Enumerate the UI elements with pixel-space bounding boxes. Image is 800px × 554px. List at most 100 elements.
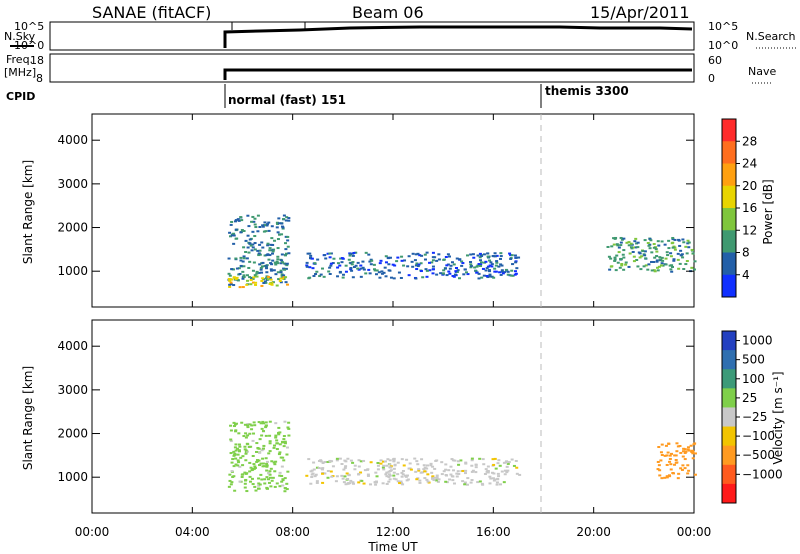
echo-cell	[454, 270, 458, 273]
echo-cell	[253, 485, 257, 488]
echo-cell	[663, 454, 667, 457]
echo-cell	[430, 261, 434, 264]
echo-cell	[493, 478, 497, 481]
echo-cell	[284, 252, 288, 255]
echo-cell	[435, 259, 439, 262]
echo-cell	[359, 460, 363, 463]
echo-cell	[431, 268, 435, 271]
echo-cell	[242, 255, 246, 258]
echo-cell	[264, 434, 268, 437]
echo-cell	[265, 254, 269, 257]
echo-cell	[415, 268, 419, 271]
echo-cell	[305, 261, 309, 264]
echo-cell	[488, 273, 492, 276]
echo-cell	[251, 483, 255, 486]
echo-cell	[264, 264, 268, 267]
echo-cell	[440, 473, 444, 476]
power-echo-layer	[227, 214, 697, 289]
echo-cell	[681, 256, 685, 259]
echo-cell	[691, 452, 695, 455]
colorbar-tick-label: 100	[742, 372, 765, 386]
echo-cell	[606, 245, 610, 248]
echo-cell	[239, 256, 243, 259]
echo-cell	[685, 260, 689, 263]
echo-cell	[656, 468, 660, 471]
echo-cell	[366, 474, 370, 477]
echo-cell	[309, 470, 313, 473]
echo-cell	[331, 465, 335, 468]
echo-cell	[670, 242, 674, 245]
echo-cell	[228, 285, 232, 288]
echo-cell	[280, 259, 284, 262]
echo-cell	[367, 268, 371, 271]
echo-cell	[351, 261, 355, 264]
echo-cell	[488, 270, 492, 273]
echo-cell	[259, 268, 263, 271]
echo-cell	[257, 271, 261, 274]
echo-cell	[644, 257, 648, 260]
echo-cell	[279, 262, 283, 265]
echo-cell	[499, 252, 503, 255]
echo-cell	[475, 265, 479, 268]
echo-cell	[486, 465, 490, 468]
x-tick-label: 08:00	[275, 525, 310, 539]
echo-cell	[362, 482, 366, 485]
echo-cell	[486, 255, 490, 258]
echo-cell	[488, 275, 492, 278]
echo-cell	[317, 459, 321, 462]
echo-cell	[661, 259, 665, 262]
echo-cell	[512, 464, 516, 467]
echo-cell	[671, 472, 675, 475]
echo-cell	[242, 246, 246, 249]
echo-cell	[687, 449, 691, 452]
echo-cell	[678, 244, 682, 247]
echo-cell	[283, 442, 287, 445]
echo-cell	[457, 277, 461, 280]
echo-cell	[234, 228, 238, 231]
y-tick-label: 4000	[57, 133, 88, 147]
echo-cell	[278, 451, 282, 454]
echo-cell	[249, 279, 253, 282]
echo-cell	[648, 243, 652, 246]
echo-cell	[447, 270, 451, 273]
echo-cell	[455, 267, 459, 270]
echo-cell	[683, 448, 687, 451]
echo-cell	[392, 459, 396, 462]
echo-cell	[305, 265, 309, 268]
echo-cell	[430, 471, 434, 474]
echo-cell	[660, 256, 664, 259]
echo-cell	[386, 458, 390, 461]
echo-cell	[243, 486, 247, 489]
echo-cell	[249, 276, 253, 279]
echo-cell	[250, 477, 254, 480]
echo-cell	[505, 471, 509, 474]
echo-cell	[470, 479, 474, 482]
echo-cell	[271, 476, 275, 479]
echo-cell	[228, 479, 232, 482]
echo-cell	[248, 423, 252, 426]
echo-cell	[251, 277, 255, 280]
echo-cell	[251, 230, 255, 233]
echo-cell	[493, 270, 497, 273]
echo-cell	[269, 262, 273, 265]
echo-cell	[266, 242, 270, 245]
echo-cell	[275, 260, 279, 263]
echo-cell	[229, 452, 233, 455]
colorbar-swatch	[722, 185, 736, 209]
echo-cell	[328, 272, 332, 275]
echo-cell	[490, 471, 494, 474]
echo-cell	[233, 446, 237, 449]
echo-cell	[448, 255, 452, 258]
echo-cell	[634, 237, 638, 240]
echo-cell	[474, 471, 478, 474]
y-tick-label: 4000	[57, 339, 88, 353]
echo-cell	[285, 446, 289, 449]
echo-cell	[351, 461, 355, 464]
echo-cell	[252, 220, 256, 223]
freq-series	[223, 68, 692, 80]
echo-cell	[258, 451, 262, 454]
echo-cell	[265, 265, 269, 268]
echo-cell	[277, 278, 281, 281]
echo-cell	[414, 253, 418, 256]
echo-cell	[261, 465, 265, 468]
